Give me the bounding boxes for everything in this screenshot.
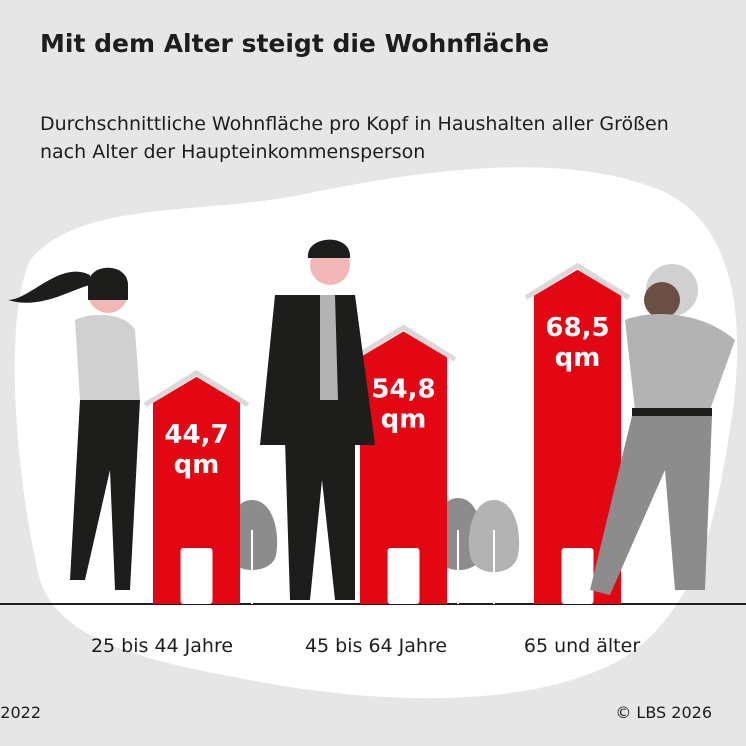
copyright: © LBS 2026 [615, 703, 712, 722]
bar [534, 269, 621, 604]
value-label: 44,7 [164, 420, 228, 450]
roof-outline [143, 369, 250, 407]
value-unit: qm [555, 343, 601, 373]
value-unit: qm [381, 404, 427, 434]
chart-subtitle: Durchschnittliche Wohnfläche pro Kopf in… [40, 113, 669, 135]
roof-outline [524, 262, 631, 300]
x-tick-label: 45 bis 64 Jahre [305, 635, 447, 657]
chart-title: Mit dem Alter steigt die Wohnfläche [40, 29, 549, 58]
door [387, 548, 420, 604]
value-label: 54,8 [371, 374, 435, 404]
person-illustration [8, 239, 735, 600]
value-unit: qm [174, 450, 220, 480]
bar [360, 331, 447, 604]
door [561, 548, 594, 604]
x-tick-label: 25 bis 44 Jahre [91, 635, 233, 657]
source: Quelle: Destatis, Mikrozensus 2022 [0, 703, 41, 722]
chart-subtitle: nach Alter der Haupteinkommensperson [40, 141, 425, 163]
door [180, 548, 213, 604]
roof-outline [350, 324, 457, 362]
value-label: 68,5 [545, 313, 609, 343]
bar [153, 376, 240, 604]
x-tick-label: 65 und älter [524, 635, 640, 657]
